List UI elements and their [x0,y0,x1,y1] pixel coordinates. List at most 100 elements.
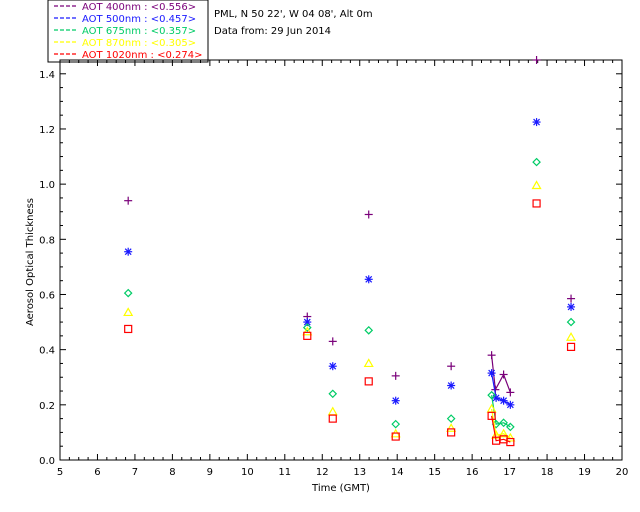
x-tick-label: 7 [132,467,138,478]
data-point [364,275,373,284]
x-tick-label: 17 [503,467,516,478]
data-point [124,247,133,256]
legend-label: AOT 400nm : <0.556> [82,2,196,13]
y-tick-label: 0.8 [39,235,55,246]
data-point [391,432,400,441]
data-point [328,389,338,399]
y-tick-label: 1.0 [39,180,55,191]
x-tick-label: 12 [316,467,329,478]
data-point [364,210,373,219]
series-1 [124,56,576,397]
data-point [499,418,508,428]
x-tick-label: 14 [391,467,404,478]
x-tick-label: 10 [241,467,254,478]
y-axis-label: Aerosol Optical Thickness [25,198,36,326]
data-point [364,377,373,386]
legend-label: AOT 675nm : <0.357> [82,26,196,37]
y-tick-label: 0.4 [39,346,55,357]
chart-title: PML, N 50 22', W 04 08', Alt 0m [214,9,373,20]
x-tick-label: 8 [169,467,175,478]
data-point [532,157,541,167]
data-point [391,419,401,429]
x-tick-label: 19 [578,467,591,478]
y-axis: 0.0 0.2 0.4 0.6 0.8 1.0 1.2 1.4 [39,59,622,467]
x-tick-label: 5 [57,467,63,478]
data-point [447,362,456,371]
y-tick-label: 0.6 [39,290,55,301]
legend-entry: AOT 500nm : <0.457> [54,14,196,25]
data-point [124,196,133,205]
legend-box [47,0,209,63]
y-tick-label: 0.2 [39,401,55,412]
x-tick-label: 16 [466,467,479,478]
data-point [328,362,337,371]
series-line [491,372,511,406]
y-tick-label: 1.2 [39,125,55,136]
data-point [327,406,338,416]
data-point [566,317,576,327]
data-point [303,331,312,340]
data-point [506,388,515,397]
data-point [487,369,496,378]
chart-subtitle: Data from: 29 Jun 2014 [214,26,331,37]
x-tick-label: 15 [428,467,441,478]
data-point [531,180,542,190]
x-tick-label: 11 [278,467,291,478]
legend-entry: AOT 675nm : <0.357> [54,26,196,37]
data-point [566,342,576,351]
data-point [363,358,374,368]
series-layer [123,56,577,447]
data-point [532,56,541,64]
data-point [566,332,577,341]
series-line [491,355,511,393]
data-point [124,324,133,334]
data-point [446,414,456,423]
data-point [498,428,509,438]
legend-label: AOT 870nm : <0.305> [82,38,196,49]
legend: AOT 400nm : <0.556>AOT 500nm : <0.457>AO… [54,2,202,61]
series-5 [124,199,576,447]
data-point [492,393,501,402]
x-axis: 5 6 7 8 9 10 11 12 13 14 15 16 17 18 19 20 [57,60,628,478]
legend-entry: AOT 870nm : <0.305> [54,38,196,49]
data-point [532,118,541,127]
data-point [391,371,400,380]
x-tick-label: 13 [353,467,366,478]
data-point [391,396,400,405]
x-tick-label: 6 [94,467,100,478]
data-point [505,432,516,442]
data-point [487,351,496,360]
y-tick-label: 1.4 [39,70,55,81]
data-point [499,396,508,405]
legend-entry: AOT 400nm : <0.556> [54,2,196,13]
plot-frame [59,59,623,461]
legend-label: AOT 500nm : <0.457> [82,14,196,25]
series-2 [124,118,576,409]
data-point [567,302,576,311]
data-point [447,381,456,390]
data-point [506,400,515,409]
data-point [447,428,456,437]
data-point [302,326,313,336]
data-point [506,422,515,432]
y-tick-label: 0.0 [39,456,55,467]
x-tick-label: 18 [541,467,554,478]
data-point [506,437,515,447]
data-point [364,325,374,335]
x-axis-label: Time (GMT) [311,483,370,494]
x-tick-label: 9 [207,467,213,478]
data-point [567,294,576,303]
data-point [328,414,337,423]
series-3 [123,157,576,432]
data-point [123,288,133,298]
legend-entry: AOT 1020nm : <0.274> [54,50,202,61]
data-point [532,199,541,208]
data-point [499,370,508,379]
data-point [328,337,337,346]
data-point [446,423,457,432]
data-point [123,307,134,317]
legend-label: AOT 1020nm : <0.274> [82,50,202,61]
data-point [487,390,496,400]
data-point [302,323,312,332]
